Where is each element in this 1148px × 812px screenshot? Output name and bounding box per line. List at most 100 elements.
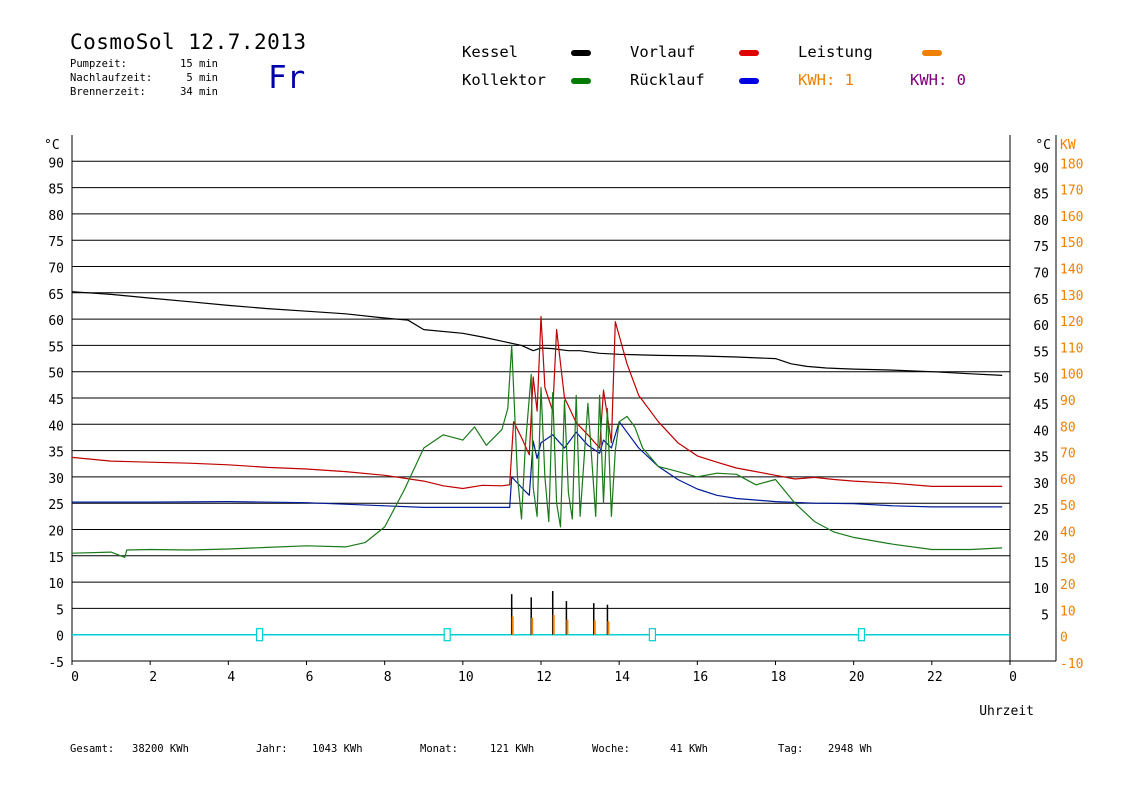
y-tick-label-kw: 170 xyxy=(1060,184,1083,199)
footer-label: Gesamt: xyxy=(70,743,115,755)
y-tick-label-right: 35 xyxy=(1033,451,1049,466)
y-tick-label-kw: 120 xyxy=(1060,315,1083,330)
time-marker xyxy=(256,628,264,642)
y-tick-label-kw: -10 xyxy=(1060,657,1083,672)
footer-label: Woche: xyxy=(592,743,630,755)
ruecklauf-line xyxy=(72,421,1003,508)
y-tick-label-right: 40 xyxy=(1033,424,1049,439)
y-tick-label-right: 30 xyxy=(1033,477,1049,492)
y-tick-label-kw: 30 xyxy=(1060,552,1076,567)
legend-leistung-label: Leistung xyxy=(798,43,873,61)
legend-kessel-swatch xyxy=(571,50,591,56)
y-tick-label-kw: 10 xyxy=(1060,604,1076,619)
x-tick-label: 0 xyxy=(71,670,79,685)
y-axis-label-kw: KW xyxy=(1060,138,1076,153)
vorlauf-line xyxy=(71,315,1003,490)
y-tick-label-left: 5 xyxy=(56,603,64,618)
y-tick-label-right: 65 xyxy=(1033,293,1049,308)
chart-series xyxy=(71,291,1010,642)
y-tick-label-left: 75 xyxy=(48,235,64,250)
legend-vorlauf-label: Vorlauf xyxy=(630,43,696,61)
y-axis-label-left: °C xyxy=(44,138,60,153)
kessel-line xyxy=(71,291,1003,376)
info-row-brennerzeit: Brennerzeit: 34 min xyxy=(70,86,218,98)
x-tick-label: 10 xyxy=(458,670,474,685)
legend-kollektor-swatch xyxy=(571,78,591,84)
y-tick-label-left: 25 xyxy=(48,498,64,513)
y-tick-label-left: 35 xyxy=(48,446,64,461)
footer-label: Jahr: xyxy=(256,743,288,755)
y-tick-label-kw: 20 xyxy=(1060,578,1076,593)
y-tick-label-left: 15 xyxy=(48,551,64,566)
time-marker xyxy=(857,628,866,642)
legend-ruecklauf-swatch xyxy=(739,78,759,84)
time-marker xyxy=(443,628,451,642)
footer-value: 2948 Wh xyxy=(828,743,873,755)
info-value: 15 min xyxy=(180,58,218,70)
y-tick-label-kw: 130 xyxy=(1060,289,1083,304)
x-tick-label: 0 xyxy=(1009,670,1017,685)
info-row-nachlaufzeit: Nachlaufzeit: 5 min xyxy=(70,72,218,84)
y-tick-label-right: 45 xyxy=(1033,398,1049,413)
info-label: Pumpzeit: xyxy=(70,58,127,70)
weekday-label: Fr xyxy=(268,60,306,96)
y-tick-label-right: 90 xyxy=(1033,161,1049,176)
y-tick-label-kw: 80 xyxy=(1060,420,1076,435)
legend-vorlauf-swatch xyxy=(739,50,759,56)
y-tick-label-left: 85 xyxy=(48,183,64,198)
y-tick-label-right: 60 xyxy=(1033,319,1049,334)
y-tick-label-kw: 0 xyxy=(1060,631,1068,646)
y-tick-label-left: 55 xyxy=(48,340,64,355)
y-tick-label-left: 10 xyxy=(48,577,64,592)
footer-value: 38200 KWh xyxy=(132,743,189,755)
x-tick-label: 8 xyxy=(384,670,392,685)
info-value: 34 min xyxy=(180,86,218,98)
footer-monat: Monat: 121 KWh xyxy=(420,743,534,755)
y-tick-label-right: 55 xyxy=(1033,345,1049,360)
y-tick-label-left: 65 xyxy=(48,288,64,303)
y-tick-label-left: 0 xyxy=(56,630,64,645)
footer-jahr: Jahr: 1043 KWh xyxy=(256,743,363,755)
y-tick-label-kw: 110 xyxy=(1060,341,1083,356)
y-tick-label-kw: 160 xyxy=(1060,210,1083,225)
footer-value: 41 KWh xyxy=(670,743,708,755)
chart-labels: 908580757065605550454035302520151050-5°C… xyxy=(44,138,1083,719)
legend-kollektor-label: Kollektor xyxy=(462,71,546,89)
y-tick-label-right: 85 xyxy=(1033,188,1049,203)
x-axis-label: Uhrzeit xyxy=(979,704,1034,719)
y-tick-label-left: 90 xyxy=(48,156,64,171)
y-tick-label-kw: 60 xyxy=(1060,473,1076,488)
x-tick-label: 4 xyxy=(227,670,235,685)
y-tick-label-right: 15 xyxy=(1033,556,1049,571)
kollektor-line xyxy=(71,344,1003,559)
time-marker xyxy=(648,628,656,642)
y-tick-label-right: 25 xyxy=(1033,503,1049,518)
y-tick-label-left: -5 xyxy=(48,656,64,671)
footer-tag: Tag: 2948 Wh xyxy=(778,743,872,755)
y-axis-label-right: °C xyxy=(1035,138,1051,153)
legend-kwh0-label: KWH: 0 xyxy=(910,71,966,89)
info-label: Brennerzeit: xyxy=(70,86,146,98)
footer-label: Monat: xyxy=(420,743,458,755)
y-tick-label-kw: 70 xyxy=(1060,447,1076,462)
legend-kessel-label: Kessel xyxy=(462,43,518,61)
legend-kwh1-label: KWH: 1 xyxy=(798,71,854,89)
y-tick-label-left: 30 xyxy=(48,472,64,487)
y-tick-label-left: 80 xyxy=(48,209,64,224)
y-tick-label-kw: 180 xyxy=(1060,157,1083,172)
x-tick-label: 20 xyxy=(849,670,865,685)
footer-value: 1043 KWh xyxy=(312,743,363,755)
y-tick-label-kw: 100 xyxy=(1060,368,1083,383)
legend-ruecklauf-label: Rücklauf xyxy=(630,71,705,89)
x-tick-label: 12 xyxy=(536,670,552,685)
y-tick-label-right: 5 xyxy=(1041,608,1049,623)
y-tick-label-right: 80 xyxy=(1033,214,1049,229)
x-tick-label: 22 xyxy=(927,670,943,685)
y-tick-label-left: 45 xyxy=(48,393,64,408)
y-tick-label-left: 20 xyxy=(48,525,64,540)
chart-title: CosmoSol 12.7.2013 xyxy=(70,30,307,54)
info-label: Nachlaufzeit: xyxy=(70,72,153,84)
y-tick-label-right: 75 xyxy=(1033,240,1049,255)
info-row-pumpzeit: Pumpzeit: 15 min xyxy=(70,58,218,70)
y-tick-label-kw: 50 xyxy=(1060,499,1076,514)
